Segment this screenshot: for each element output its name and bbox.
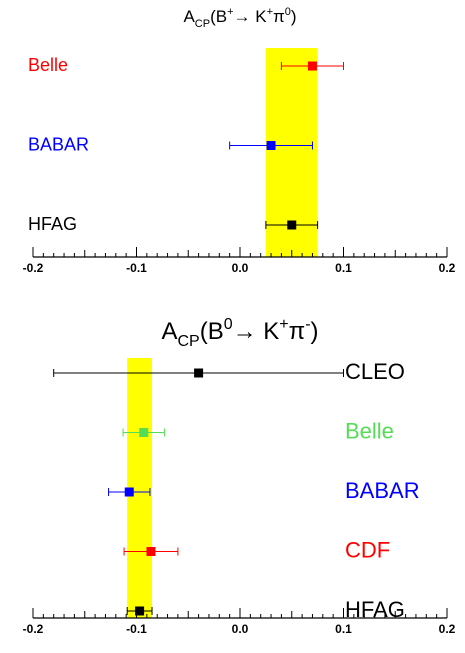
x-tick-label: 0.1 [335, 622, 352, 636]
title-part: A [183, 7, 195, 26]
x-tick-label: 0.0 [232, 261, 249, 275]
title-part: CP [177, 333, 199, 350]
row-label: CDF [345, 537, 390, 562]
row-label: CLEO [345, 359, 405, 384]
x-tick-label: 0.2 [439, 622, 456, 636]
title-part: π [273, 7, 285, 26]
point [266, 141, 276, 150]
title-part: + [227, 6, 233, 18]
point [287, 220, 297, 230]
title-part: → K [233, 318, 280, 345]
title-part: + [279, 316, 288, 333]
x-tick-label: -0.2 [23, 622, 44, 636]
x-tick-label: -0.1 [126, 261, 147, 275]
x-tick-label: 0.0 [232, 622, 249, 636]
point [146, 547, 156, 556]
chart-title: ACP(B+→ K+π0) [183, 6, 296, 30]
row-label: BABAR [28, 134, 89, 154]
x-tick-label: 0.1 [335, 261, 352, 275]
title-part: (B [200, 318, 224, 345]
title-part: - [305, 316, 310, 333]
point [194, 368, 204, 378]
title-part: π [289, 318, 306, 345]
row-label: BABAR [345, 478, 420, 503]
row-label: Belle [345, 418, 394, 443]
title-part: 0 [285, 6, 291, 18]
x-tick-label: -0.1 [126, 622, 147, 636]
title-part: → K [234, 7, 268, 26]
chart-title: ACP(B0→ K+π-) [161, 316, 318, 350]
x-tick-label: -0.2 [23, 261, 44, 275]
row-label: HFAG [28, 214, 77, 234]
title-part: CP [195, 18, 210, 30]
row-label: Belle [28, 55, 68, 75]
title-part: (B [210, 7, 227, 26]
title-part: 0 [224, 316, 233, 333]
title-part: + [267, 6, 273, 18]
title-part: A [161, 318, 177, 345]
point [124, 487, 134, 497]
row-label: HFAG [345, 597, 405, 622]
point [135, 606, 145, 616]
point [307, 61, 317, 71]
title-part: ) [291, 7, 297, 26]
point [139, 428, 149, 437]
x-tick-label: 0.2 [439, 261, 456, 275]
title-part: ) [311, 318, 319, 345]
